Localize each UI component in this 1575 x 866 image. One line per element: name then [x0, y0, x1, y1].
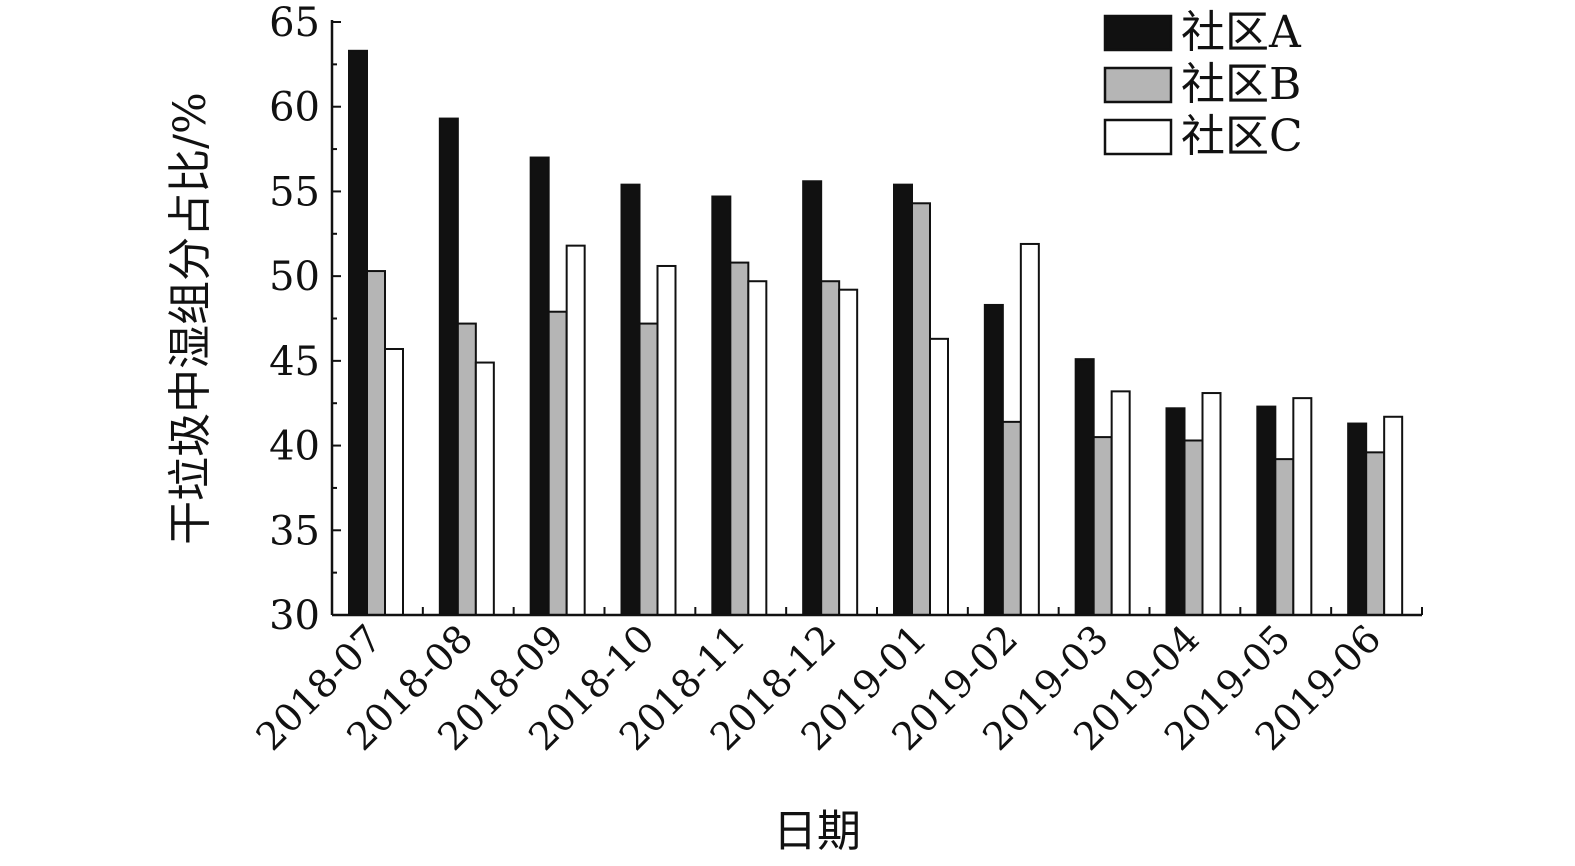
y-tick-label: 45 — [269, 339, 320, 385]
bar-1-2019-04 — [1183, 439, 1204, 617]
y-tick-label: 30 — [269, 593, 320, 639]
legend-label: 社区C — [1181, 111, 1303, 162]
bar-0-2019-02 — [983, 303, 1004, 616]
bar-1-2018-07 — [366, 270, 386, 616]
bar-1-2019-03 — [1092, 436, 1113, 616]
bars-layer — [348, 49, 1404, 617]
bar-2-2018-10 — [656, 264, 677, 616]
legend-swatch — [1103, 14, 1173, 52]
bar-2-2018-07 — [384, 347, 404, 616]
bar-0-2018-09 — [529, 156, 550, 617]
bar-2-2019-05 — [1292, 397, 1313, 617]
bar-2-2018-08 — [474, 361, 495, 616]
bar-2-2019-03 — [1110, 390, 1131, 616]
bar-1-2018-10 — [638, 322, 659, 616]
bar-0-2019-06 — [1347, 422, 1368, 616]
bar-1-2018-08 — [456, 322, 477, 616]
bar-2-2019-02 — [1019, 242, 1040, 617]
bar-2-2018-09 — [565, 244, 586, 616]
y-tick-label: 60 — [269, 85, 320, 131]
legend-label: 社区B — [1181, 59, 1301, 110]
legend-label: 社区A — [1181, 7, 1302, 58]
y-axis-title: 干垃圾中湿组分占比/% — [165, 92, 216, 545]
bar-1-2018-11 — [729, 261, 750, 616]
bar-2-2018-11 — [747, 280, 768, 616]
bar-1-2018-12 — [820, 280, 841, 616]
y-tick-label: 50 — [269, 254, 320, 300]
bar-0-2019-05 — [1256, 405, 1277, 616]
bar-2-2018-12 — [838, 288, 859, 616]
legend-swatch — [1103, 118, 1173, 156]
bar-1-2019-06 — [1365, 451, 1386, 616]
bar-1-2019-01 — [911, 202, 931, 616]
axes-layer — [330, 20, 1423, 617]
bar-2-2019-06 — [1383, 415, 1404, 617]
bar-2-2019-04 — [1201, 392, 1222, 617]
y-tick-label: 65 — [269, 0, 320, 46]
legend-swatch — [1103, 66, 1173, 104]
x-axis-title: 日期 — [773, 806, 861, 857]
bar-2-2019-01 — [929, 337, 949, 616]
bar-0-2018-08 — [438, 117, 459, 617]
bar-1-2019-02 — [1001, 420, 1022, 617]
bar-0-2018-07 — [348, 49, 368, 616]
y-tick-label: 55 — [269, 169, 320, 215]
y-tick-label: 35 — [269, 508, 320, 554]
y-tick-label: 40 — [269, 424, 320, 470]
bar-1-2018-09 — [547, 310, 568, 616]
bar-0-2018-11 — [711, 195, 732, 617]
bar-0-2018-12 — [802, 180, 823, 617]
bar-0-2019-01 — [893, 183, 913, 616]
bar-0-2018-10 — [620, 183, 641, 616]
bar-0-2019-04 — [1165, 407, 1186, 616]
bar-0-2019-03 — [1074, 358, 1095, 617]
bar-1-2019-05 — [1274, 458, 1295, 616]
